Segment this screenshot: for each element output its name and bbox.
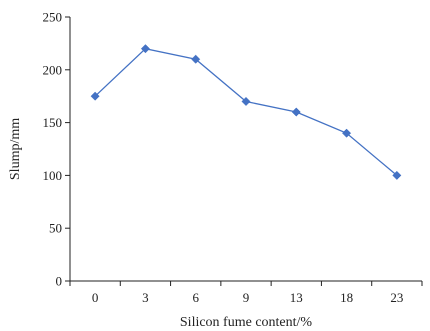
data-point xyxy=(291,107,301,117)
y-tick-label: 50 xyxy=(49,221,62,236)
x-tick-label: 0 xyxy=(92,290,99,305)
data-point xyxy=(140,44,150,54)
y-tick-label: 250 xyxy=(43,10,63,25)
y-axis-ticks: 0 50 100 150 200 250 xyxy=(43,10,70,289)
y-tick-label: 150 xyxy=(43,115,63,130)
series-layer xyxy=(90,44,402,180)
data-point xyxy=(241,96,251,107)
y-tick-label: 100 xyxy=(43,168,63,183)
x-tick-label: 6 xyxy=(192,290,199,305)
y-axis-title: Slump/mm xyxy=(8,118,23,180)
x-tick-label: 13 xyxy=(290,290,303,305)
data-point xyxy=(392,170,402,180)
y-tick-label: 200 xyxy=(43,62,63,77)
data-point xyxy=(191,54,201,64)
chart-axes xyxy=(69,17,422,282)
y-tick-label: 0 xyxy=(56,274,63,289)
data-point xyxy=(342,128,352,138)
data-point xyxy=(90,91,100,101)
x-tick-label: 18 xyxy=(340,290,353,305)
x-axis-ticks: 0 3 6 9 13 18 23 xyxy=(69,281,423,305)
x-tick-label: 23 xyxy=(390,290,403,305)
x-tick-label: 3 xyxy=(142,290,149,305)
series-line xyxy=(94,47,398,176)
x-axis-title: Silicon fume content/% xyxy=(180,315,313,330)
x-tick-label: 9 xyxy=(243,290,250,305)
